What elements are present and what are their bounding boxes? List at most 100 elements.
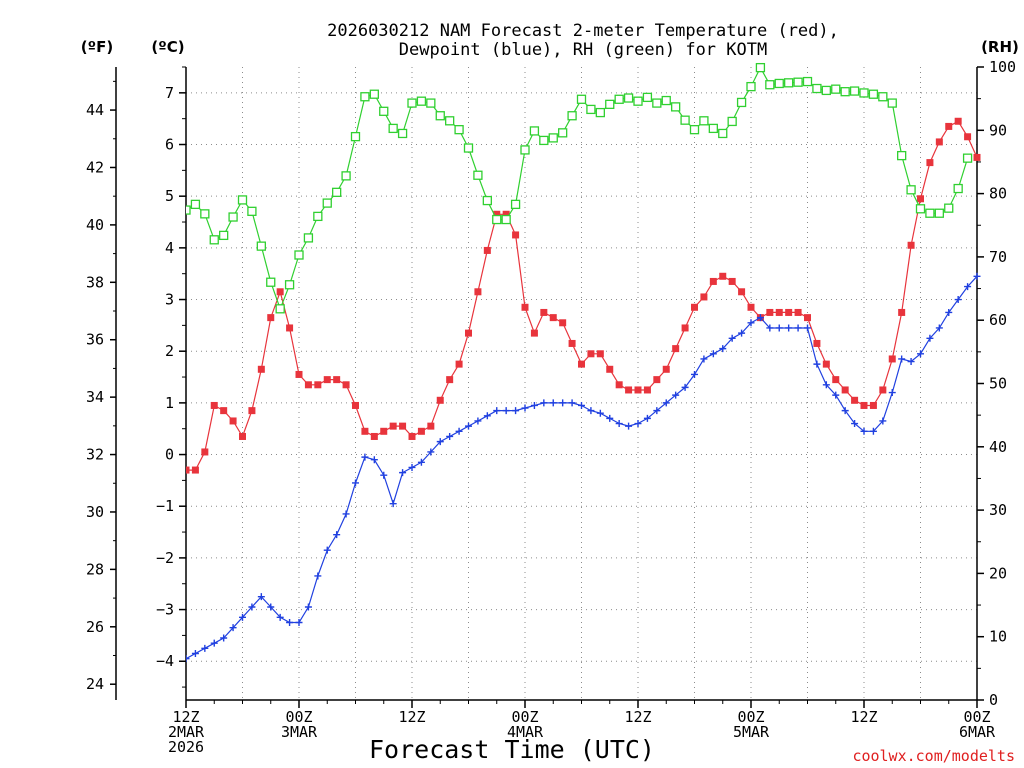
rh-point xyxy=(228,212,238,222)
temperature-point xyxy=(973,153,981,161)
grid-lines xyxy=(186,67,977,700)
dewpoint-point xyxy=(186,655,190,663)
temperature-point xyxy=(191,466,199,474)
temperature-point xyxy=(220,407,228,415)
temperature-point xyxy=(578,360,585,368)
dewpoint-point xyxy=(719,345,727,353)
temperature-point xyxy=(945,122,953,130)
dewpoint-point xyxy=(898,355,906,363)
temperature-point xyxy=(455,360,463,368)
rh-point xyxy=(426,98,436,108)
dewpoint-point xyxy=(832,391,840,399)
temperature-point xyxy=(907,241,915,249)
rh-tick-label: 40 xyxy=(989,438,1007,456)
dewpoint-point xyxy=(615,420,623,428)
temperature-point xyxy=(775,308,783,316)
temperature-point xyxy=(408,432,416,440)
temperature-point xyxy=(615,381,623,389)
rh-tick-label: 70 xyxy=(989,248,1007,266)
temperature-point xyxy=(804,314,811,322)
temperature-point xyxy=(851,396,859,404)
dewpoint-point xyxy=(521,404,529,412)
temperature-point xyxy=(785,308,793,316)
fahrenheit-tick-label: 44 xyxy=(86,101,104,119)
dewpoint-point xyxy=(191,649,199,657)
x-tick-label: 00Z xyxy=(511,708,538,726)
rh-axis-unit: (RH) xyxy=(981,38,1019,56)
rh-point xyxy=(887,98,897,108)
rh-point xyxy=(219,230,229,241)
temperature-point xyxy=(662,365,670,373)
rh-point xyxy=(727,116,737,127)
rh-point xyxy=(275,304,285,314)
temperature-point xyxy=(502,210,510,218)
rh-point xyxy=(435,111,445,121)
dewpoint-point xyxy=(756,314,764,322)
temperature-point xyxy=(860,401,868,409)
dewpoint-point xyxy=(399,469,407,477)
temperature-point xyxy=(314,381,322,389)
temperature-point xyxy=(898,308,906,316)
rh-point xyxy=(416,96,427,106)
rh-point xyxy=(680,115,690,125)
rh-point xyxy=(605,99,615,109)
rh-point xyxy=(473,170,483,180)
temperature-point xyxy=(719,272,727,280)
x-tick-label: 3MAR xyxy=(281,723,318,741)
dewpoint-point xyxy=(201,644,209,652)
temperature-point xyxy=(446,376,454,384)
celsius-tick-label: −2 xyxy=(156,549,174,567)
rh-point xyxy=(445,116,455,126)
fahrenheit-tick-label: 26 xyxy=(86,618,104,636)
dewpoint-point xyxy=(634,420,642,428)
rh-point xyxy=(831,84,841,94)
temperature-point xyxy=(304,381,312,389)
rh-point xyxy=(237,195,248,205)
dewpoint-point xyxy=(380,471,388,479)
temperature-point xyxy=(954,117,962,125)
dewpoint-point xyxy=(813,360,821,368)
temperature-point xyxy=(917,195,924,203)
dewpoint-point xyxy=(869,427,877,435)
rh-point xyxy=(878,92,888,102)
dewpoint-point xyxy=(389,500,397,508)
x-tick-label: 2MAR xyxy=(168,723,205,741)
temperature-point xyxy=(606,365,614,373)
dewpoint-point xyxy=(926,334,934,342)
rh-point xyxy=(755,62,766,73)
rh-point xyxy=(821,85,831,96)
temperature-point xyxy=(559,319,567,327)
temperature-point xyxy=(691,303,698,311)
temperature-point xyxy=(267,314,275,322)
dewpoint-point xyxy=(248,603,256,611)
data-series xyxy=(186,62,981,663)
rh-point xyxy=(671,102,681,112)
rh-point xyxy=(708,123,718,134)
dewpoint-point xyxy=(860,427,868,435)
dewpoint-point xyxy=(559,399,567,407)
celsius-tick-label: 1 xyxy=(165,394,174,412)
dewpoint-point xyxy=(917,350,924,358)
celsius-tick-label: 3 xyxy=(165,291,174,309)
dewpoint-point xyxy=(653,407,661,415)
dewpoint-point xyxy=(446,432,454,440)
temperature-point xyxy=(512,231,520,239)
rh-tick-label: 30 xyxy=(989,501,1007,519)
dewpoint-point xyxy=(474,417,482,425)
rh-tick-label: 0 xyxy=(989,691,998,709)
fahrenheit-tick-label: 28 xyxy=(86,560,104,578)
rh-tick-label: 60 xyxy=(989,311,1007,329)
dewpoint-point xyxy=(728,334,736,342)
temperature-point xyxy=(361,427,369,435)
rh-point xyxy=(802,76,813,87)
dewpoint-point xyxy=(964,283,972,291)
rh-point xyxy=(388,123,398,134)
rh-point xyxy=(200,209,210,219)
dewpoint-point xyxy=(747,319,755,327)
dewpoint-point xyxy=(276,613,284,621)
rh-point xyxy=(369,89,379,99)
fahrenheit-tick-label: 30 xyxy=(86,503,104,521)
temperature-point xyxy=(427,422,435,430)
dewpoint-point xyxy=(945,308,953,316)
x-axis-label: Forecast Time (UTC) xyxy=(369,735,655,764)
